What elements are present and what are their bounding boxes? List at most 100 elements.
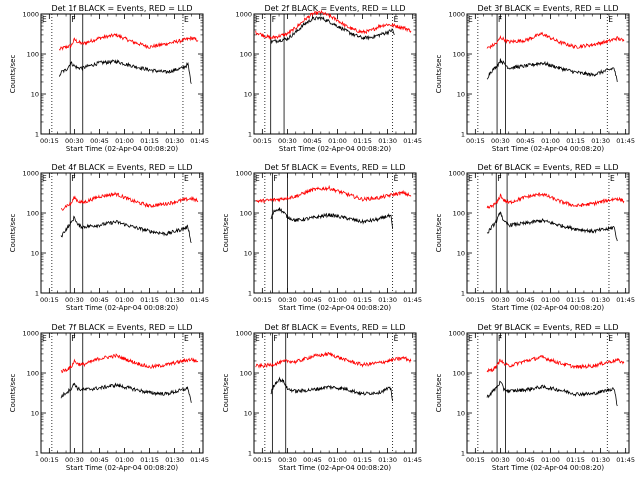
y-tick-label: 1 [35,131,39,139]
chart-panel-2: Det 2f BLACK = Events, RED = LLD 1 10 100 10… [235,4,422,153]
y-axis-label: Counts/sec [435,55,443,94]
y-tick-label: 100 [240,51,252,59]
y-tick-label: 1000 [235,170,252,178]
chart-panel-1: Det 1f BLACK = Events, RED = LLD 1 10 100 10… [9,4,209,153]
plot-frame [40,13,204,135]
y-tick-label: 10 [244,410,252,418]
y-axis-label: Counts/sec [9,55,17,94]
y-tick-label: 1 [461,290,465,298]
chart-panel-4: Det 4f BLACK = Events, RED = LLD 1 10 100 10… [9,163,209,312]
chart-panel-7: Det 7f BLACK = Events, RED = LLD 1 10 100 10… [9,323,209,472]
marker-label: E [608,334,613,343]
x-tick-label: 01:15 [140,137,159,145]
y-tick-label: 100 [27,370,39,378]
x-tick-label: 00:15 [40,456,59,464]
x-tick-label: 01:15 [566,137,585,145]
y-tick-label: 1 [248,131,252,139]
x-axis-label: Start Time (02-Apr-04 00:08:20) [492,304,604,312]
marker-label: E [468,334,473,343]
x-tick-label: 01:30 [591,296,610,304]
x-tick-label: 00:45 [90,296,109,304]
y-tick-label: 100 [453,51,465,59]
marker-label: E [610,174,615,183]
x-tick-label: 00:30 [491,456,510,464]
x-tick-label: 01:45 [190,137,209,145]
y-tick-label: 1 [461,450,465,458]
x-tick-label: 01:30 [165,456,184,464]
y-tick-label: 100 [453,370,465,378]
x-axis-label: Start Time (02-Apr-04 00:08:20) [279,464,391,472]
marker-label: F [71,334,75,343]
chart-title: Det 8f BLACK = Events, RED = LLD [264,323,405,332]
x-tick-label: 01:00 [115,296,134,304]
marker-label: E [184,334,189,343]
marker-label: E [184,15,189,24]
x-tick-label: 01:15 [566,296,585,304]
series-line-black [270,16,395,45]
chart-title: Det 4f BLACK = Events, RED = LLD [51,163,192,172]
marker-label: E [608,15,613,24]
plot-frame [466,172,630,294]
x-tick-label: 01:15 [353,137,372,145]
chart-title: Det 1f BLACK = Events, RED = LLD [51,4,192,13]
y-tick-label: 1 [35,290,39,298]
y-tick-label: 1 [248,290,252,298]
x-tick-label: 01:15 [566,456,585,464]
y-tick-label: 10 [31,410,39,418]
y-tick-label: 1000 [235,330,252,338]
marker-label: E [394,334,399,343]
marker-label: E [468,15,473,24]
marker-label: E [468,174,473,183]
plot-frame [40,332,204,454]
x-tick-label: 01:15 [140,456,159,464]
x-tick-label: 01:00 [115,456,134,464]
y-tick-label: 1 [461,131,465,139]
marker-label: E [255,15,260,24]
x-tick-label: 01:45 [403,456,422,464]
x-tick-label: 00:15 [40,137,59,145]
x-tick-label: 00:30 [65,296,84,304]
y-tick-label: 1000 [448,330,465,338]
y-axis-label: Counts/sec [222,214,230,253]
series-line-red [60,353,199,374]
marker-label: F [272,15,276,24]
x-tick-label: 01:45 [616,137,635,145]
plot-frame [253,13,417,135]
plot-frame [253,332,417,454]
x-tick-label: 00:45 [303,137,322,145]
y-tick-label: 1000 [22,330,39,338]
x-tick-label: 01:45 [190,296,209,304]
marker-label: F [71,174,75,183]
x-tick-label: 00:30 [278,456,297,464]
x-tick-label: 00:30 [65,137,84,145]
x-tick-label: 01:00 [541,296,560,304]
series-line-black [60,382,192,403]
y-tick-label: 100 [27,51,39,59]
series-line-black [486,58,618,83]
x-tick-label: 01:30 [165,296,184,304]
series-line-red [486,354,625,373]
x-tick-label: 01:30 [591,137,610,145]
y-axis-label: Counts/sec [9,214,17,253]
x-tick-label: 01:00 [328,137,347,145]
y-tick-label: 1000 [22,11,39,19]
series-line-black [58,58,192,84]
x-tick-label: 00:15 [253,137,272,145]
chart-panel-9: Det 9f BLACK = Events, RED = LLD 1 10 100 10… [435,323,635,472]
marker-label: E [394,174,399,183]
y-tick-label: 10 [457,410,465,418]
x-tick-label: 00:15 [253,296,272,304]
y-tick-label: 10 [31,250,39,258]
y-tick-label: 10 [31,91,39,99]
y-tick-label: 1000 [448,11,465,19]
chart-title: Det 9f BLACK = Events, RED = LLD [477,323,618,332]
marker-label: E [184,174,189,183]
chart-panel-5: Det 5f BLACK = Events, RED = LLD 1 10 100 10… [222,163,422,312]
y-tick-label: 1000 [22,170,39,178]
y-tick-label: 10 [244,91,252,99]
x-tick-label: 01:00 [541,456,560,464]
series-line-red [60,191,199,211]
x-tick-label: 01:30 [378,296,397,304]
x-tick-label: 00:45 [90,137,109,145]
